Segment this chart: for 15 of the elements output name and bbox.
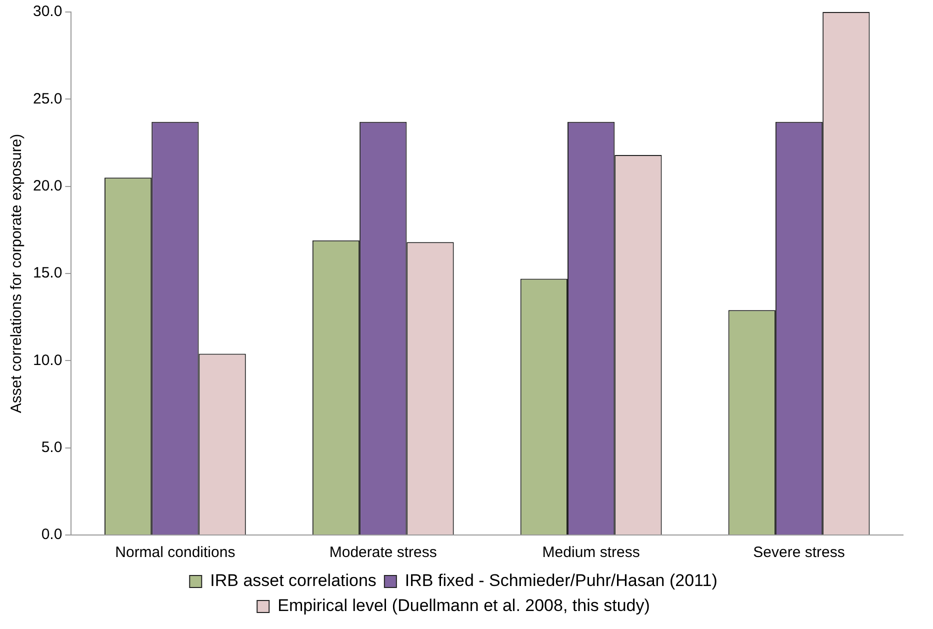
x-tick-label: Normal conditions (115, 544, 236, 562)
y-tick-label: 5.0 (41, 438, 62, 456)
y-axis-title: Asset correlations for corporate exposure) (8, 134, 26, 414)
y-tick-label: 0.0 (41, 526, 62, 544)
y-tick-label: 30.0 (32, 3, 62, 20)
x-tick-label: Moderate stress (329, 544, 437, 562)
legend-label: IRB asset correlations (210, 571, 376, 590)
y-tick-label: 10.0 (32, 352, 62, 369)
legend-label: IRB fixed - Schmieder/Puhr/Hasan (2011) (404, 571, 718, 590)
x-tick-label: Severe stress (753, 544, 845, 562)
x-tick-label: Medium stress (542, 544, 640, 562)
y-tick-label: 25.0 (32, 90, 62, 108)
y-tick-label: 15.0 (32, 264, 62, 282)
y-tick-label: 20.0 (32, 177, 62, 194)
legend-label: Empirical level (Duellmann et al. 2008, this study) (278, 596, 650, 616)
